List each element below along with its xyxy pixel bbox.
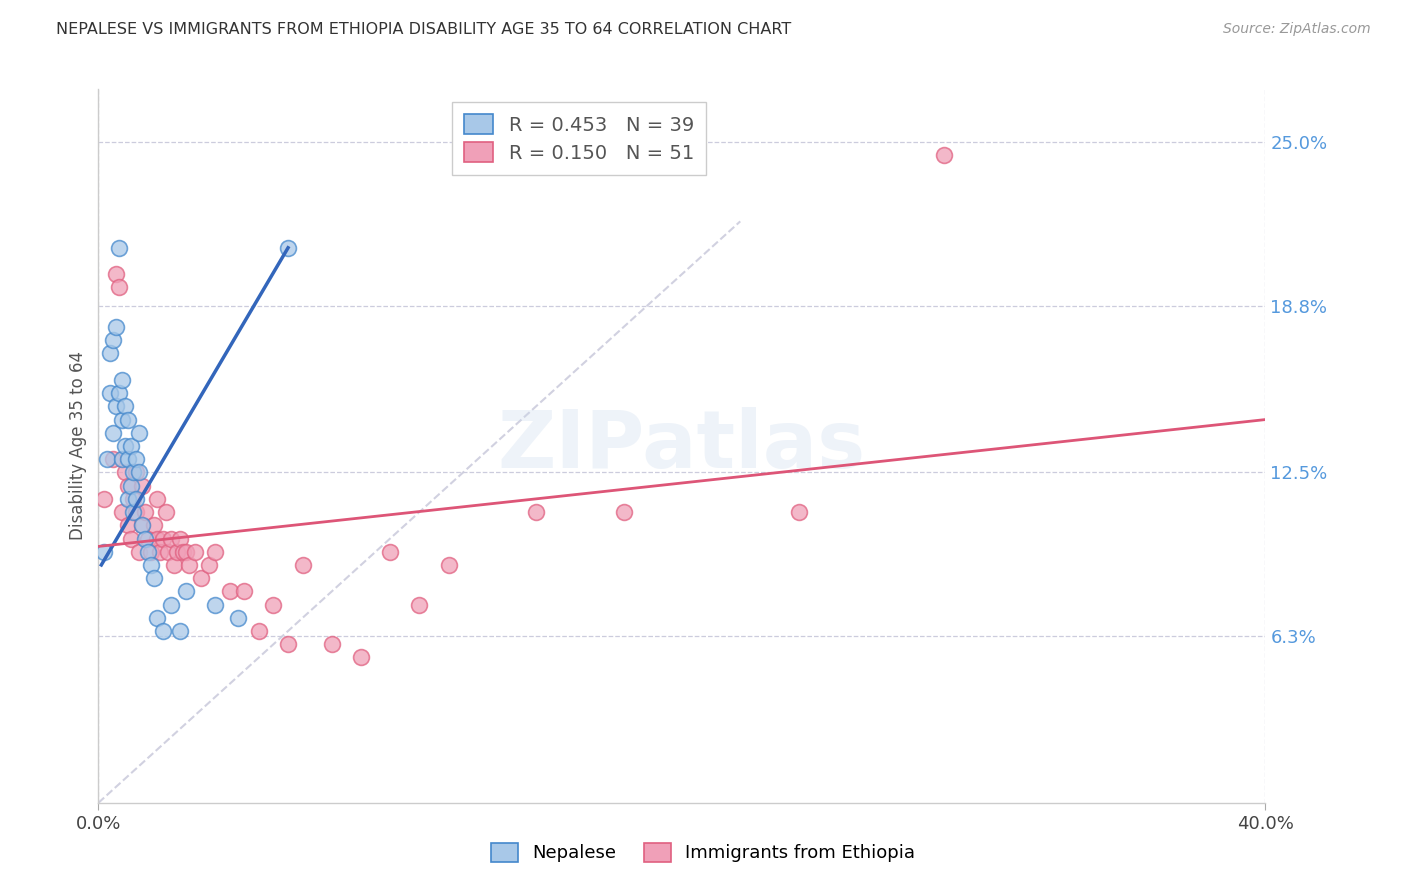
Point (437, 558, 460, 572)
Point (114, 439, 136, 453)
Point (125, 505, 148, 519)
Legend: Nepalese, Immigrants from Ethiopia: Nepalese, Immigrants from Ethiopia (484, 836, 922, 870)
Point (177, 558, 200, 572)
Point (190, 571, 212, 585)
Point (169, 624, 191, 638)
Point (128, 425, 150, 440)
Point (101, 452, 124, 467)
Point (169, 532, 191, 546)
Point (787, 505, 810, 519)
Point (139, 558, 162, 572)
Point (160, 598, 183, 612)
Point (131, 518, 153, 533)
Point (111, 373, 134, 387)
Point (142, 571, 165, 585)
Point (262, 598, 284, 612)
Point (155, 505, 177, 519)
Point (128, 545, 150, 559)
Point (160, 532, 183, 546)
Point (277, 637, 299, 651)
Point (136, 532, 159, 546)
Point (101, 333, 124, 347)
Point (120, 478, 142, 492)
Point (104, 400, 127, 414)
Point (612, 505, 634, 519)
Point (111, 412, 134, 426)
Point (198, 558, 221, 572)
Point (134, 532, 156, 546)
Point (120, 439, 142, 453)
Point (101, 425, 124, 440)
Point (146, 532, 169, 546)
Point (163, 558, 186, 572)
Point (142, 518, 165, 533)
Point (98, 386, 121, 401)
Point (934, 148, 956, 162)
Point (111, 505, 134, 519)
Point (96, 452, 118, 467)
Point (128, 466, 150, 480)
Text: ZIPatlas: ZIPatlas (498, 407, 866, 485)
Point (291, 558, 314, 572)
Point (108, 280, 131, 294)
Point (149, 545, 172, 559)
Point (277, 241, 299, 255)
Point (152, 624, 174, 638)
Y-axis label: Disability Age 35 to 64: Disability Age 35 to 64 (69, 351, 87, 541)
Point (108, 386, 131, 401)
Text: Source: ZipAtlas.com: Source: ZipAtlas.com (1223, 22, 1371, 37)
Point (114, 400, 136, 414)
Point (204, 598, 226, 612)
Point (104, 320, 127, 334)
Point (228, 611, 250, 625)
Point (98, 346, 121, 360)
Point (204, 545, 226, 559)
Point (131, 478, 153, 492)
Point (93, 491, 115, 506)
Point (117, 491, 139, 506)
Point (131, 518, 153, 533)
Point (139, 545, 162, 559)
Point (136, 545, 159, 559)
Point (146, 491, 169, 506)
Point (125, 452, 148, 467)
Point (157, 545, 180, 559)
Point (122, 505, 145, 519)
Point (146, 611, 169, 625)
Point (233, 584, 256, 599)
Point (152, 532, 174, 546)
Point (120, 532, 142, 546)
Point (247, 624, 270, 638)
Point (125, 466, 148, 480)
Point (524, 505, 547, 519)
Point (122, 466, 145, 480)
Point (321, 637, 343, 651)
Text: NEPALESE VS IMMIGRANTS FROM ETHIOPIA DISABILITY AGE 35 TO 64 CORRELATION CHART: NEPALESE VS IMMIGRANTS FROM ETHIOPIA DIS… (56, 22, 792, 37)
Point (134, 505, 156, 519)
Point (380, 545, 402, 559)
Point (125, 491, 148, 506)
Point (174, 545, 197, 559)
Point (218, 584, 240, 599)
Point (117, 412, 139, 426)
Point (172, 545, 194, 559)
Point (114, 466, 136, 480)
Point (350, 650, 373, 665)
Point (117, 452, 139, 467)
Point (93, 545, 115, 559)
Point (104, 267, 127, 281)
Point (122, 491, 145, 506)
Point (108, 241, 131, 255)
Point (117, 518, 139, 533)
Legend: R = 0.453   N = 39, R = 0.150   N = 51: R = 0.453 N = 39, R = 0.150 N = 51 (453, 103, 706, 175)
Point (408, 598, 430, 612)
Point (111, 452, 134, 467)
Point (183, 545, 205, 559)
Point (174, 584, 197, 599)
Point (166, 545, 188, 559)
Point (117, 478, 139, 492)
